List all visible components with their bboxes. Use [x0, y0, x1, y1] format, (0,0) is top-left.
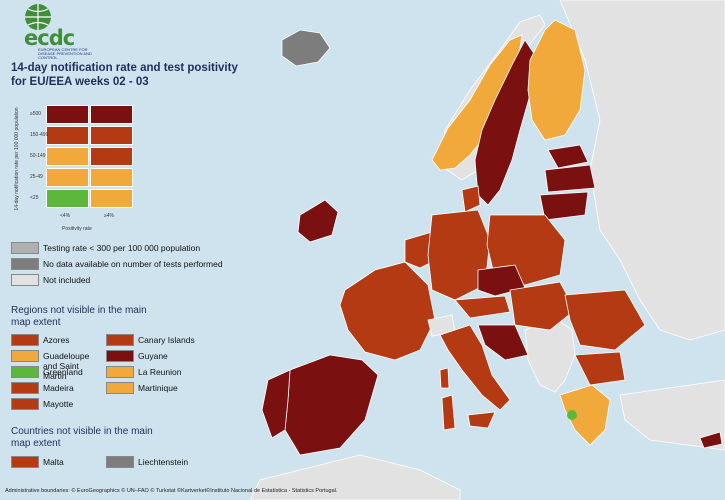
ecdc-logo: ecdc EUROPEAN CENTRE FOR DISEASE PREVENT…	[10, 2, 100, 60]
legend-swatch	[11, 398, 39, 410]
countries-heading: Countries not visible in the main map ex…	[11, 426, 153, 449]
matrix-row-label: 150-499	[30, 132, 49, 138]
legend-swatch	[106, 382, 134, 394]
matrix-x-axis-label: Positivity rate	[62, 226, 92, 232]
balkans-land	[524, 317, 576, 393]
matrix-col-label: ≥4%	[104, 213, 114, 219]
legend-swatch	[106, 366, 134, 378]
austria	[454, 295, 511, 319]
greece	[559, 384, 611, 446]
matrix-col-label: <4%	[60, 213, 71, 219]
slovakia-hungary	[509, 281, 576, 331]
legend-swatch	[11, 242, 39, 254]
cyprus	[699, 431, 723, 449]
legend-label: Malta	[43, 457, 64, 467]
bulgaria	[574, 351, 626, 386]
legend-swatch	[106, 334, 134, 346]
lithuania	[539, 191, 589, 221]
matrix-y-axis-label: 14-day notification rate per 100 000 pop…	[14, 107, 20, 211]
slovenia-croatia	[477, 324, 529, 361]
matrix-row-label: 50-149	[30, 153, 46, 159]
corsica	[439, 367, 450, 389]
matrix-cell	[90, 147, 133, 166]
legend-label: Azores	[43, 335, 70, 345]
romania	[564, 289, 646, 351]
estonia	[547, 144, 589, 169]
legend-label: Liechtenstein	[138, 457, 189, 467]
germany	[427, 209, 491, 301]
logo-wordmark: ecdc	[24, 26, 75, 50]
legend-label: Mayotte	[43, 399, 74, 409]
map-title: 14-day notification rate and test positi…	[11, 62, 238, 88]
legend-label: Testing rate < 300 per 100 000 populatio…	[43, 243, 201, 253]
legend-label: Not included	[43, 275, 91, 285]
italy	[439, 324, 511, 411]
legend-swatch	[11, 258, 39, 270]
matrix-cell	[46, 105, 89, 124]
latvia	[544, 164, 596, 193]
legend-swatch	[106, 350, 134, 362]
credits-text: Administrative boundaries: © EuroGeograp…	[5, 488, 338, 494]
matrix-cell	[90, 189, 133, 208]
legend-swatch	[11, 456, 39, 468]
matrix-row-label: ≥500	[30, 111, 42, 117]
portugal	[261, 369, 291, 439]
sicily	[467, 411, 496, 429]
positivity-matrix: ≥500 150-499 50-149 25-49 <25 <4% ≥4%	[30, 105, 133, 219]
legend-label: Greenland	[43, 367, 83, 377]
legend-label: Canary Islands	[138, 335, 195, 345]
legend-swatch	[106, 456, 134, 468]
matrix-cell	[90, 126, 133, 145]
sardinia	[441, 394, 456, 431]
turkey-land	[619, 379, 725, 451]
matrix-row-label: <25	[30, 195, 39, 201]
ireland	[297, 199, 339, 243]
france	[339, 261, 436, 361]
matrix-cell	[90, 105, 133, 124]
legend-label: Martinique	[138, 383, 178, 393]
russia-land	[559, 0, 725, 341]
matrix-cell	[46, 168, 89, 187]
legend-label: No data available on number of tests per…	[43, 259, 223, 269]
legend-swatch	[11, 350, 39, 362]
legend-label: Guyane	[138, 351, 168, 361]
matrix-cell	[90, 168, 133, 187]
legend-label: Guadeloupe and Saint Martin	[43, 351, 90, 381]
globe-icon	[25, 4, 51, 30]
matrix-cell	[46, 147, 89, 166]
iceland	[281, 29, 331, 67]
finland	[527, 19, 586, 141]
spain	[284, 354, 379, 456]
matrix-cell	[46, 126, 89, 145]
matrix-cell	[46, 189, 89, 208]
logo-subtitle: EUROPEAN CENTRE FOR DISEASE PREVENTION A…	[38, 47, 92, 60]
legend-swatch	[11, 334, 39, 346]
legend-label: Madeira	[43, 383, 74, 393]
legend-swatch	[11, 382, 39, 394]
north-africa-land	[249, 454, 461, 500]
greece-green-region	[567, 410, 577, 420]
regions-heading: Regions not visible in the main map exte…	[11, 305, 147, 328]
matrix-row-label: 25-49	[30, 174, 43, 180]
legend-label: La Reunion	[138, 367, 182, 377]
denmark	[461, 185, 481, 213]
legend-swatch	[11, 366, 39, 378]
legend-swatch	[11, 274, 39, 286]
